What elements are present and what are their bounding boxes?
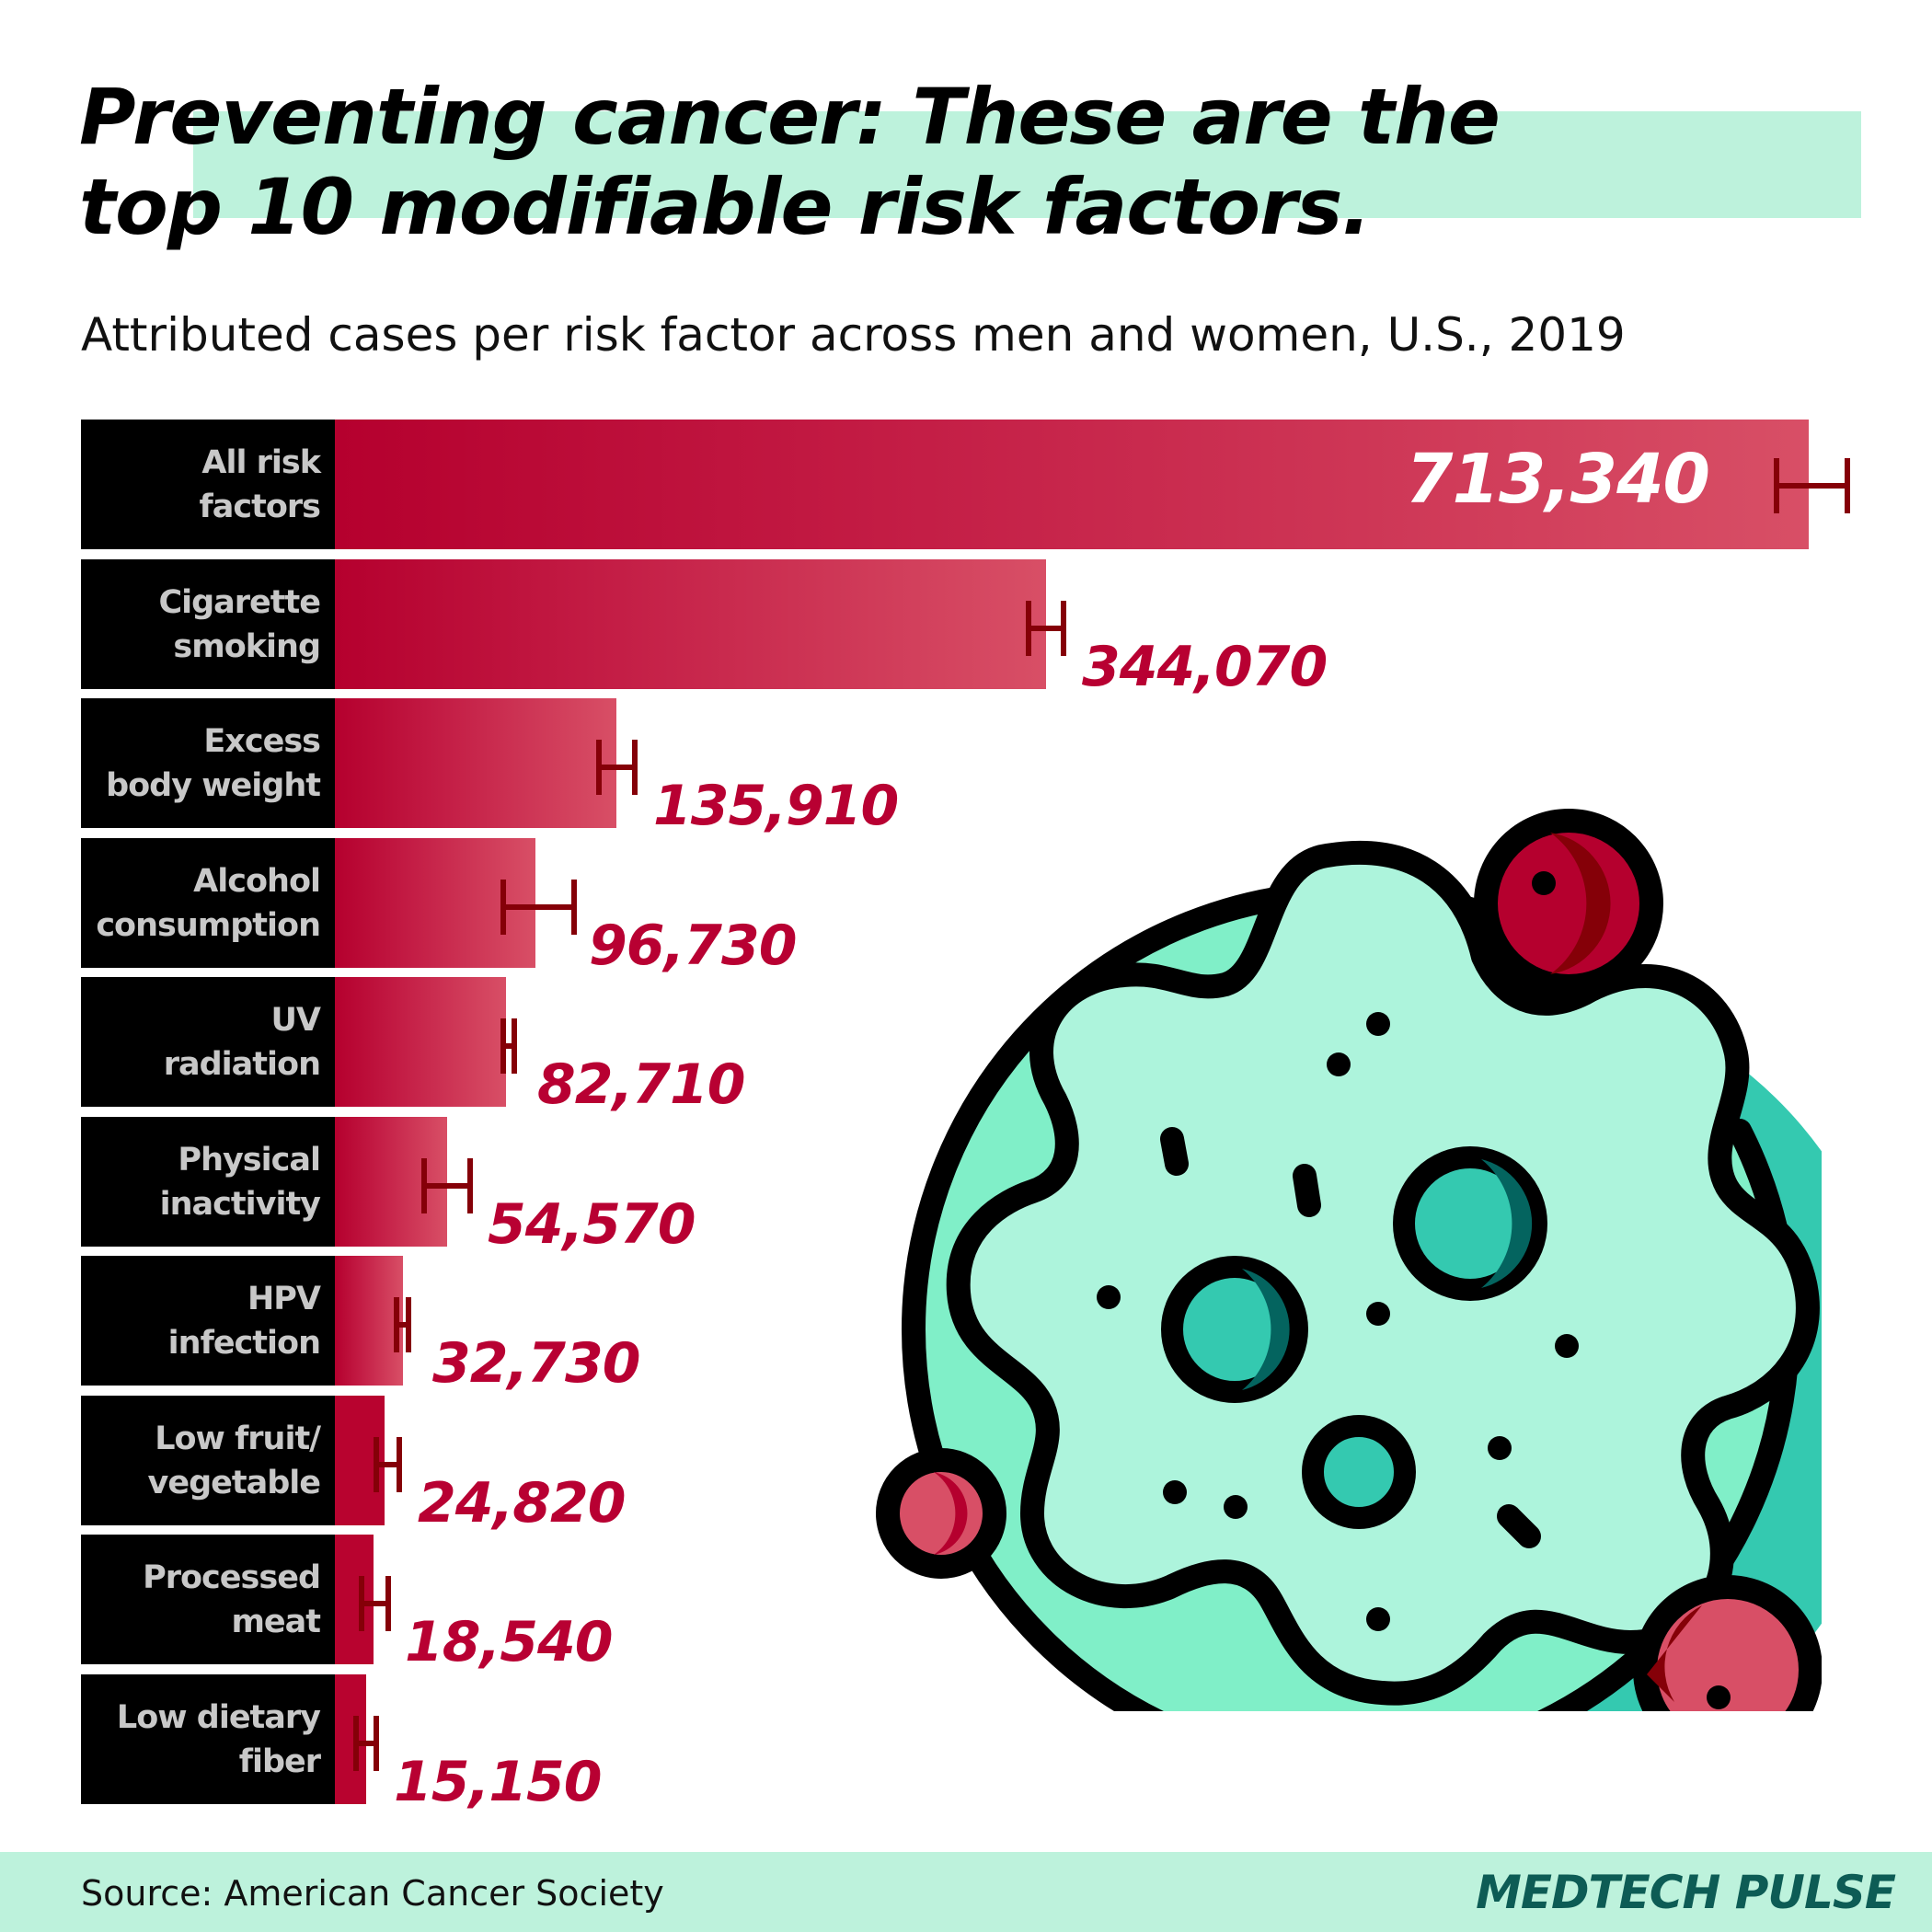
bar-label: Low fruit/ vegetable	[81, 1396, 335, 1525]
bar-row-physical-inactivity: Physical inactivity 54,570	[81, 1117, 1001, 1257]
error-bar	[1774, 458, 1850, 513]
bar-label: Cigarette smoking	[81, 559, 335, 689]
bar-row-low-fruit-vegetable: Low fruit/ vegetable 24,820	[81, 1396, 1001, 1535]
error-bar	[1026, 601, 1066, 656]
bar-row-alcohol-consumption: Alcohol consumption 96,730	[81, 838, 1001, 978]
chart-title: Preventing cancer: These are the top 10 …	[79, 72, 1501, 252]
bar-row-excess-body-weight: Excess body weight 135,910	[81, 698, 1093, 838]
bar-label: Alcohol consumption	[81, 838, 335, 968]
bar	[335, 698, 616, 828]
bar-label: UV radiation	[81, 977, 335, 1107]
bar	[335, 977, 506, 1107]
bar	[335, 1535, 374, 1664]
bar-value: 32,730	[432, 1331, 641, 1396]
bar-value: 96,730	[589, 914, 798, 978]
bar-row-uv-radiation: UV radiation 82,710	[81, 977, 1001, 1117]
bar-value: 18,540	[405, 1610, 614, 1674]
error-bar	[500, 1018, 517, 1074]
brand-logo: MEDTECH PULSE	[1476, 1866, 1896, 1919]
bar-value: 15,150	[394, 1750, 603, 1814]
error-bar	[394, 1297, 411, 1352]
error-bar	[596, 740, 638, 795]
bar	[335, 1117, 447, 1247]
bar-row-low-dietary-fiber: Low dietary fiber 15,150	[81, 1674, 1001, 1814]
chart-subtitle: Attributed cases per risk factor across …	[81, 308, 1626, 362]
error-bar	[500, 880, 577, 935]
bar-label: All risk factors	[81, 420, 335, 549]
bar	[335, 1674, 366, 1804]
bar-label: HPV infection	[81, 1256, 335, 1386]
error-bar	[359, 1576, 391, 1631]
bar-row-hpv-infection: HPV infection 32,730	[81, 1256, 1001, 1396]
bar-label: Low dietary fiber	[81, 1674, 335, 1804]
bar-value: 82,710	[537, 1052, 746, 1117]
bar-label: Processed meat	[81, 1535, 335, 1664]
bar-row-all-risk-factors: All risk factors 713,340	[81, 420, 1850, 549]
error-bar	[374, 1437, 402, 1492]
title-highlight	[193, 111, 1861, 218]
source-text: Source: American Cancer Society	[81, 1873, 664, 1914]
bar-value: 54,570	[488, 1192, 696, 1257]
bar-label: Excess body weight	[81, 698, 335, 828]
cancer-cell-icon	[876, 809, 1822, 1711]
bar	[335, 1256, 403, 1386]
title-line-1: Preventing cancer: These are the	[79, 72, 1501, 162]
bar-value: 713,340	[1406, 440, 1710, 519]
error-bar	[421, 1158, 473, 1213]
error-bar	[353, 1716, 379, 1771]
bar	[335, 420, 1809, 549]
bar-value: 344,070	[1082, 635, 1328, 699]
bar-value: 24,820	[418, 1471, 627, 1535]
bar-label: Physical inactivity	[81, 1117, 335, 1247]
footer: Source: American Cancer Society MEDTECH …	[0, 1852, 1932, 1932]
title-line-2: top 10 modifiable risk factors.	[79, 162, 1371, 252]
bar-row-processed-meat: Processed meat 18,540	[81, 1535, 1001, 1674]
bar	[335, 559, 1046, 689]
bar-row-cigarette-smoking: Cigarette smoking 344,070	[81, 559, 1553, 699]
bar-value: 135,910	[653, 774, 899, 838]
